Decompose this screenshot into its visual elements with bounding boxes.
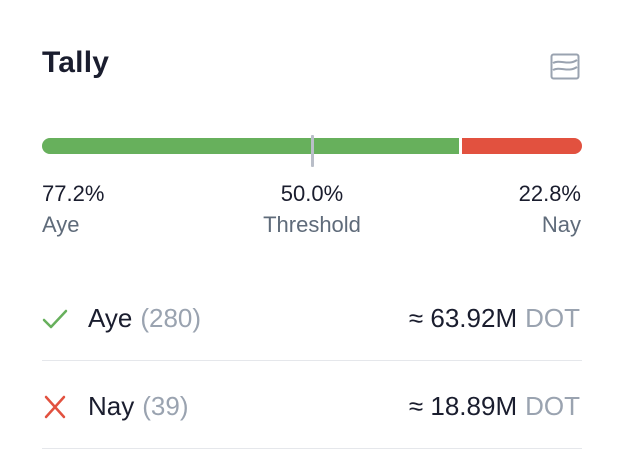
tally-bar — [42, 138, 582, 154]
aye-amount-unit: DOT — [525, 303, 580, 333]
nay-segment — [461, 138, 582, 154]
cross-icon — [44, 395, 66, 419]
nay-vote-label: Nay — [88, 391, 135, 421]
aye-percent-label: Aye — [42, 212, 80, 237]
tally-progress — [42, 135, 582, 167]
nay-vote-amount: ≈ 18.89M DOT — [409, 391, 580, 422]
aye-row: Aye (280) ≈ 63.92M DOT — [42, 273, 582, 361]
nay-row: Nay (39) ≈ 18.89M DOT — [42, 361, 582, 449]
threshold-percent: 50.0% — [280, 181, 344, 206]
aye-row-label: Aye (280) — [88, 303, 201, 334]
aye-segment — [42, 138, 459, 154]
aye-percent: 77.2% — [42, 181, 105, 206]
nay-percent: 22.8% — [518, 181, 581, 206]
chart-area-icon[interactable] — [550, 53, 580, 80]
threshold-label: Threshold — [263, 212, 361, 237]
aye-vote-amount: ≈ 63.92M DOT — [409, 303, 580, 334]
threshold-marker — [310, 135, 314, 167]
segment-gap — [458, 138, 462, 154]
check-icon — [42, 309, 68, 329]
tally-title: Tally — [42, 46, 110, 79]
nay-percent-label: Nay — [541, 212, 581, 237]
aye-amount-value: ≈ 63.92M — [408, 303, 518, 333]
aye-vote-count: (280) — [140, 303, 202, 333]
nay-amount-unit: DOT — [525, 391, 580, 421]
nay-amount-value: ≈ 18.89M — [408, 391, 518, 421]
nay-row-label: Nay (39) — [88, 391, 189, 422]
aye-vote-label: Aye — [88, 303, 133, 333]
nay-vote-count: (39) — [142, 391, 189, 421]
